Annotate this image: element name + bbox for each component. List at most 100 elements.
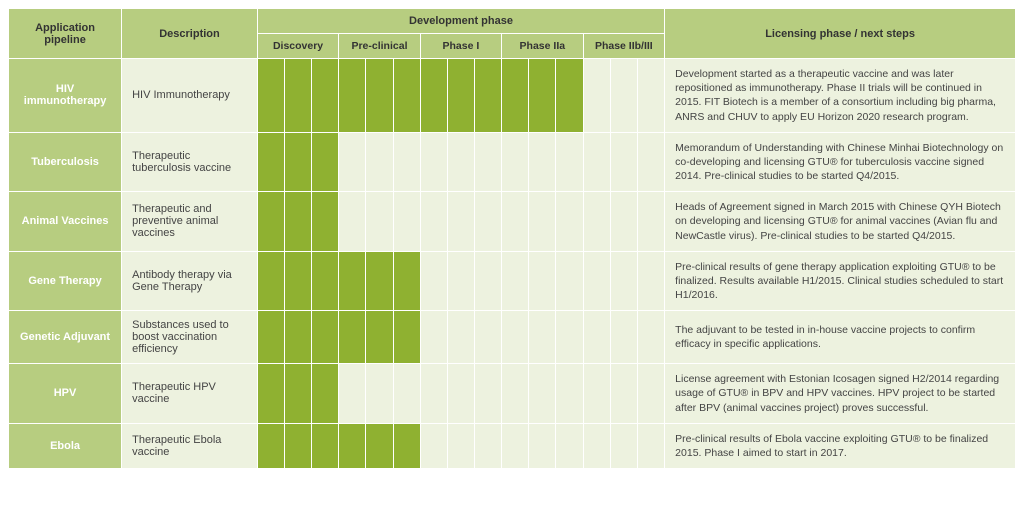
phase-subcell	[366, 59, 393, 133]
header-dev-phase: Development phase	[257, 9, 664, 34]
phase-subcell	[529, 423, 556, 468]
phase-subcell	[339, 251, 366, 311]
phase-subcell	[366, 423, 393, 468]
phase-subcell	[284, 311, 311, 364]
phase-subcell	[637, 251, 664, 311]
phase-subcell	[637, 364, 664, 424]
phase-subcell	[366, 132, 393, 192]
phase-subcell	[610, 192, 637, 252]
header-phase-discovery: Discovery	[257, 34, 338, 59]
phase-subcell	[366, 192, 393, 252]
phase-subcell	[366, 311, 393, 364]
phase-subcell	[583, 311, 610, 364]
phase-subcell	[257, 364, 284, 424]
phase-subcell	[637, 132, 664, 192]
phase-subcell	[502, 251, 529, 311]
phase-subcell	[583, 132, 610, 192]
phase-subcell	[420, 311, 447, 364]
table-row: TuberculosisTherapeutic tuberculosis vac…	[9, 132, 1016, 192]
phase-subcell	[420, 132, 447, 192]
description-cell: HIV Immunotherapy	[122, 59, 258, 133]
phase-subcell	[420, 423, 447, 468]
table-row: Gene TherapyAntibody therapy via Gene Th…	[9, 251, 1016, 311]
phase-subcell	[420, 364, 447, 424]
pipeline-name: Ebola	[9, 423, 122, 468]
header-description: Description	[122, 9, 258, 59]
phase-subcell	[583, 59, 610, 133]
table-row: EbolaTherapeutic Ebola vaccine Pre-clinic…	[9, 423, 1016, 468]
licensing-cell: License agreement with Estonian Icosagen…	[665, 364, 1016, 424]
phase-subcell	[420, 251, 447, 311]
phase-subcell	[312, 251, 339, 311]
phase-subcell	[502, 132, 529, 192]
phase-subcell	[284, 423, 311, 468]
phase-subcell	[529, 364, 556, 424]
phase-subcell	[610, 311, 637, 364]
phase-subcell	[366, 251, 393, 311]
phase-subcell	[556, 251, 583, 311]
phase-subcell	[312, 132, 339, 192]
phase-subcell	[583, 192, 610, 252]
phase-subcell	[447, 251, 474, 311]
phase-subcell	[610, 251, 637, 311]
phase-subcell	[366, 364, 393, 424]
phase-subcell	[583, 364, 610, 424]
phase-subcell	[610, 423, 637, 468]
phase-subcell	[339, 364, 366, 424]
pipeline-name: Tuberculosis	[9, 132, 122, 192]
phase-subcell	[447, 192, 474, 252]
phase-subcell	[502, 364, 529, 424]
phase-subcell	[339, 423, 366, 468]
description-cell: Therapeutic HPV vaccine	[122, 364, 258, 424]
phase-subcell	[637, 192, 664, 252]
phase-subcell	[312, 364, 339, 424]
licensing-cell: Pre-clinical results of gene therapy app…	[665, 251, 1016, 311]
phase-subcell	[610, 59, 637, 133]
phase-subcell	[257, 192, 284, 252]
licensing-cell: Pre-clinical results of Ebola vaccine ex…	[665, 423, 1016, 468]
description-cell: Substances used to boost vaccination eff…	[122, 311, 258, 364]
phase-subcell	[529, 192, 556, 252]
phase-subcell	[257, 59, 284, 133]
phase-subcell	[447, 132, 474, 192]
phase-subcell	[393, 59, 420, 133]
phase-subcell	[257, 132, 284, 192]
phase-subcell	[284, 192, 311, 252]
phase-subcell	[312, 311, 339, 364]
phase-subcell	[502, 192, 529, 252]
phase-subcell	[556, 423, 583, 468]
phase-subcell	[583, 251, 610, 311]
phase-subcell	[474, 59, 501, 133]
phase-subcell	[637, 311, 664, 364]
phase-subcell	[610, 364, 637, 424]
phase-subcell	[502, 311, 529, 364]
phase-subcell	[529, 251, 556, 311]
phase-subcell	[447, 59, 474, 133]
phase-subcell	[637, 59, 664, 133]
phase-subcell	[284, 251, 311, 311]
licensing-cell: The adjuvant to be tested in in-house va…	[665, 311, 1016, 364]
description-cell: Therapeutic and preventive animal vaccin…	[122, 192, 258, 252]
phase-subcell	[610, 132, 637, 192]
phase-subcell	[474, 364, 501, 424]
table-row: Genetic AdjuvantSubstances used to boost…	[9, 311, 1016, 364]
header-phase-i: Phase I	[420, 34, 501, 59]
pipeline-name: Animal Vaccines	[9, 192, 122, 252]
phase-subcell	[556, 132, 583, 192]
phase-subcell	[257, 251, 284, 311]
table-row: Animal VaccinesTherapeutic and preventiv…	[9, 192, 1016, 252]
description-cell: Therapeutic Ebola vaccine	[122, 423, 258, 468]
phase-subcell	[420, 192, 447, 252]
phase-subcell	[339, 192, 366, 252]
header-phase-iib-iii: Phase IIb/III	[583, 34, 665, 59]
phase-subcell	[529, 132, 556, 192]
phase-subcell	[393, 423, 420, 468]
phase-subcell	[312, 192, 339, 252]
phase-subcell	[447, 423, 474, 468]
phase-subcell	[284, 132, 311, 192]
phase-subcell	[339, 59, 366, 133]
phase-subcell	[393, 192, 420, 252]
phase-subcell	[637, 423, 664, 468]
phase-subcell	[393, 311, 420, 364]
phase-subcell	[556, 59, 583, 133]
